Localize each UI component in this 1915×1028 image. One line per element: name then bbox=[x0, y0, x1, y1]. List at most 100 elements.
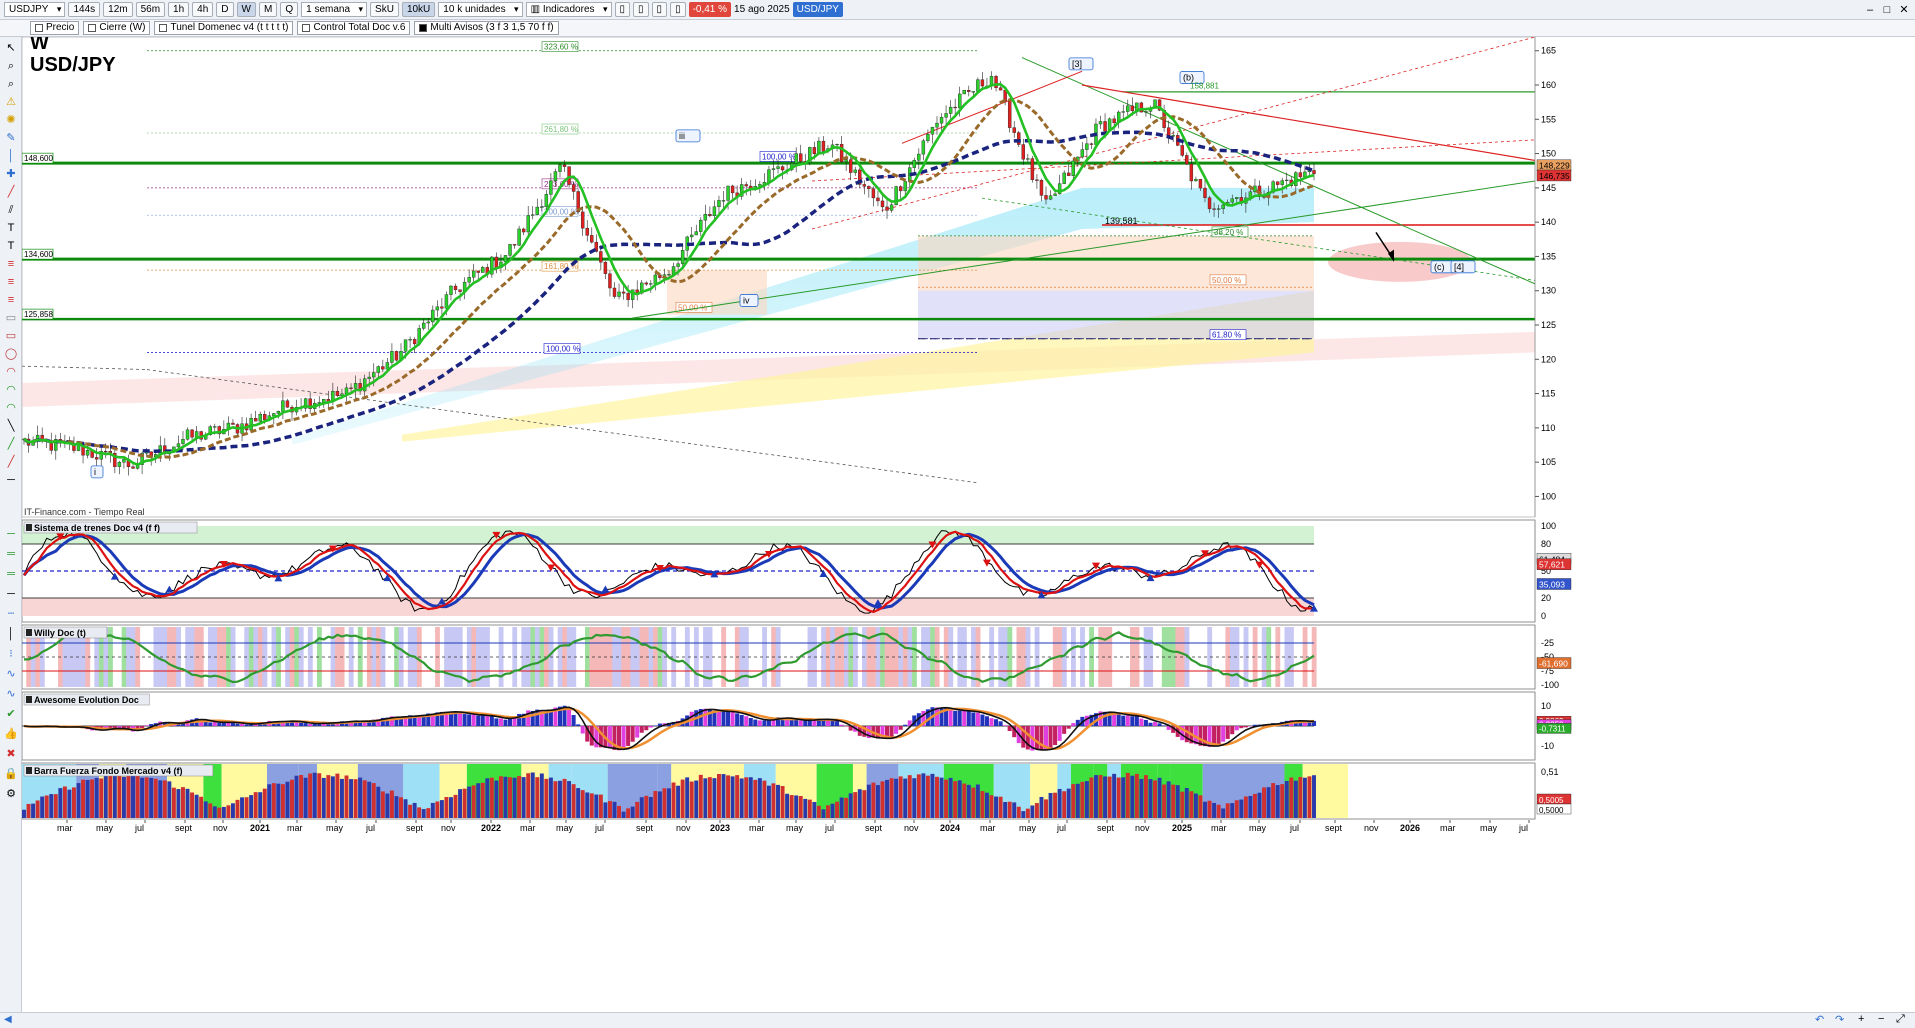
candle-body bbox=[603, 261, 608, 274]
fit-icon[interactable]: ⤢ bbox=[1896, 1013, 1905, 1025]
hline-green-icon[interactable]: ─ bbox=[7, 528, 15, 540]
timeframe-12m[interactable]: 12m bbox=[103, 2, 133, 17]
scroll-left-icon[interactable]: ◀ bbox=[4, 1014, 12, 1025]
wave-icon-2[interactable]: ∿ bbox=[6, 688, 16, 700]
willy-bg-bar bbox=[589, 627, 595, 687]
undo-icon[interactable]: ↶ bbox=[1815, 1014, 1825, 1026]
alert-icon[interactable]: ⚠ bbox=[6, 96, 16, 108]
settings-icon[interactable]: ⚙ bbox=[6, 788, 16, 800]
fib-arc-icon[interactable]: ≡ bbox=[7, 294, 15, 306]
willy-bg-bar bbox=[162, 627, 168, 687]
zoom-in-icon[interactable]: + bbox=[1858, 1013, 1865, 1025]
fibonacci-icon[interactable]: ≡ bbox=[7, 258, 15, 270]
sku-button[interactable]: SkU bbox=[370, 2, 399, 17]
hline-green-icon-2[interactable]: ═ bbox=[7, 548, 15, 560]
indicator-chip-control[interactable]: Control Total Doc v.6 bbox=[297, 21, 411, 35]
tool-icon-4[interactable]: ▯ bbox=[670, 2, 686, 17]
chart-canvas[interactable]: 148,600 134,600 125,858 139,581 323,60 % 261,… bbox=[21, 32, 1915, 1012]
hline-green-icon-3[interactable]: ═ bbox=[7, 568, 15, 580]
chart-area[interactable]: 148,600 134,600 125,858 139,581 323,60 % 261,… bbox=[21, 32, 1915, 1028]
channel-icon[interactable]: ⫽ bbox=[8, 204, 14, 216]
trenes-tick-label: 50 bbox=[1541, 566, 1551, 576]
text-icon[interactable]: T bbox=[7, 222, 15, 234]
line-icon[interactable]: ╲ bbox=[7, 420, 15, 432]
maximize-icon[interactable]: □ bbox=[1883, 3, 1891, 16]
symbol-selector[interactable]: USDJPY bbox=[4, 2, 66, 17]
hline-icon[interactable]: ─ bbox=[7, 474, 15, 486]
x-tick-label: jul bbox=[1056, 823, 1066, 833]
last-price-label: 146,735 bbox=[1539, 171, 1570, 181]
tool-icon-3[interactable]: ▯ bbox=[651, 2, 668, 17]
ruler-icon[interactable]: ▭ bbox=[5, 312, 17, 324]
vertical-line-icon[interactable]: │ bbox=[7, 150, 15, 162]
timeframe-144s[interactable]: 144s bbox=[68, 2, 101, 17]
willy-tick-label: -75 bbox=[1541, 666, 1554, 676]
delete-icon[interactable]: ✖ bbox=[6, 748, 16, 760]
indicator-chip-multi[interactable]: Multi Avisos (3 f 3 1,5 70 f f) bbox=[414, 21, 559, 35]
candle-body bbox=[721, 200, 726, 202]
dots-icon[interactable]: ⁝ bbox=[9, 648, 13, 660]
tool-icon-1[interactable]: ▯ bbox=[614, 2, 631, 17]
timeframe-w[interactable]: W bbox=[236, 2, 256, 17]
x-tick-label: jul bbox=[1289, 823, 1299, 833]
timeframe-56m[interactable]: 56m bbox=[135, 2, 166, 17]
candle-body bbox=[1098, 121, 1103, 125]
candle-body bbox=[799, 153, 803, 162]
zoom-icon[interactable]: ⌕ bbox=[7, 60, 15, 72]
zoom-area-icon[interactable]: ⌕ bbox=[7, 78, 15, 90]
arc-green-icon-2[interactable]: ◠ bbox=[6, 402, 16, 414]
trendline-icon[interactable]: ╱ bbox=[7, 186, 15, 198]
indicator-chip-label: Precio bbox=[46, 22, 75, 33]
rectangle-icon[interactable]: ▭ bbox=[5, 330, 17, 342]
cyan-zone-band bbox=[292, 187, 1314, 445]
minimize-icon[interactable]: – bbox=[1866, 3, 1874, 16]
pencil-icon[interactable]: ✎ bbox=[6, 132, 16, 144]
close-icon[interactable]: ✕ bbox=[1899, 4, 1909, 16]
fib-label: 261,80 % bbox=[544, 125, 578, 134]
timeframe-4h[interactable]: 4h bbox=[192, 2, 214, 17]
line-red-icon[interactable]: ╱ bbox=[7, 456, 15, 468]
timeframe-q[interactable]: Q bbox=[280, 2, 299, 17]
timeframe-d[interactable]: D bbox=[216, 2, 234, 17]
timeframe-m[interactable]: M bbox=[258, 2, 278, 17]
candle-body bbox=[680, 250, 685, 264]
arc-icon[interactable]: ◠ bbox=[6, 366, 16, 378]
tool-icon-2[interactable]: ▯ bbox=[633, 2, 649, 17]
wave-icon[interactable]: ∿ bbox=[6, 668, 16, 680]
status-bar: ◀ ↶ ↷ + − ⤢ bbox=[0, 1012, 1915, 1028]
zoom-out-icon[interactable]: − bbox=[1878, 1013, 1885, 1025]
indicator-chip-precio[interactable]: Precio bbox=[30, 21, 80, 35]
signal-marker bbox=[383, 574, 392, 582]
10ku-button[interactable]: 10kU bbox=[401, 2, 436, 17]
text-box-icon[interactable]: T bbox=[7, 240, 15, 252]
fib-fan-icon[interactable]: ≡ bbox=[7, 276, 15, 288]
redo-icon[interactable]: ↷ bbox=[1835, 1014, 1845, 1026]
indicators-menu[interactable]: ▥ Indicadores bbox=[525, 2, 612, 17]
units-selector[interactable]: 10 k unidades bbox=[438, 2, 523, 17]
candle-body bbox=[1121, 111, 1125, 113]
vline-icon[interactable]: │ bbox=[7, 628, 15, 640]
candle-body bbox=[394, 351, 399, 361]
line-green-icon[interactable]: ╱ bbox=[7, 438, 15, 450]
arc-green-icon[interactable]: ◠ bbox=[6, 384, 16, 396]
period-selector[interactable]: 1 semana bbox=[301, 2, 368, 17]
oversold-zone bbox=[22, 598, 1314, 616]
signal-marker bbox=[437, 597, 446, 605]
candle-body bbox=[431, 309, 435, 323]
lock-icon[interactable]: 🔒 bbox=[4, 768, 18, 780]
hline-black-icon[interactable]: ─ bbox=[7, 588, 15, 600]
willy-bg-bar bbox=[1170, 627, 1176, 687]
price-tick-label: 165 bbox=[1541, 46, 1556, 56]
check-icon[interactable]: ✔ bbox=[6, 708, 16, 720]
timeframe-1h[interactable]: 1h bbox=[168, 2, 190, 17]
ellipse-icon[interactable]: ◯ bbox=[4, 348, 18, 360]
willy-bg-bar bbox=[221, 627, 227, 687]
cross-icon[interactable]: ✚ bbox=[6, 168, 16, 180]
indicator-chip-cierre[interactable]: Cierre (W) bbox=[83, 21, 151, 35]
cursor-icon[interactable]: ↖ bbox=[6, 42, 16, 54]
dashed-line-icon[interactable]: ┄ bbox=[7, 608, 15, 620]
thumbs-up-icon[interactable]: 👍 bbox=[4, 728, 18, 740]
lightbulb-icon[interactable]: ✺ bbox=[6, 114, 16, 126]
indicator-chip-tunel[interactable]: Tunel Domenec v4 (t t t t t) bbox=[154, 21, 294, 35]
indicator-chip-label: Control Total Doc v.6 bbox=[313, 22, 406, 33]
